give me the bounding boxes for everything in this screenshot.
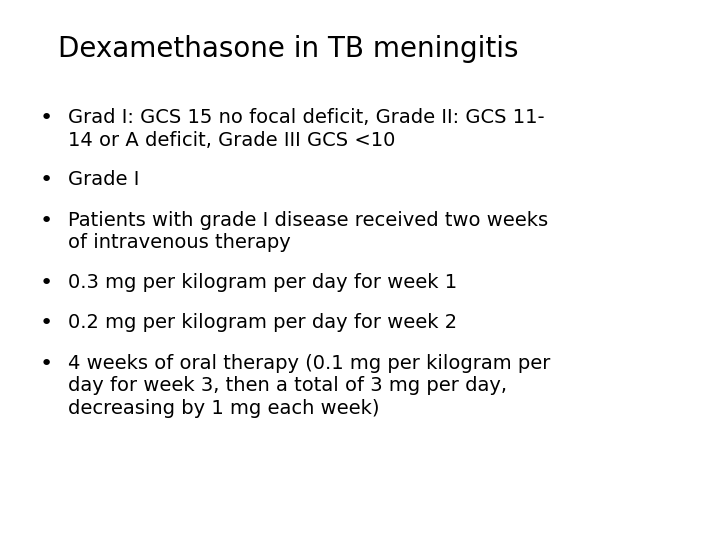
- Text: 4 weeks of oral therapy (0.1 mg per kilogram per
day for week 3, then a total of: 4 weeks of oral therapy (0.1 mg per kilo…: [68, 354, 551, 418]
- Text: Grade I: Grade I: [68, 170, 140, 189]
- Text: •: •: [40, 108, 53, 128]
- Text: Patients with grade I disease received two weeks
of intravenous therapy: Patients with grade I disease received t…: [68, 211, 549, 252]
- Text: •: •: [40, 273, 53, 293]
- Text: •: •: [40, 354, 53, 374]
- Text: •: •: [40, 313, 53, 333]
- Text: Dexamethasone in TB meningitis: Dexamethasone in TB meningitis: [58, 35, 518, 63]
- Text: •: •: [40, 211, 53, 231]
- Text: •: •: [40, 170, 53, 190]
- Text: 0.2 mg per kilogram per day for week 2: 0.2 mg per kilogram per day for week 2: [68, 313, 457, 332]
- Text: Grad I: GCS 15 no focal deficit, Grade II: GCS 11-
14 or A deficit, Grade III GC: Grad I: GCS 15 no focal deficit, Grade I…: [68, 108, 545, 150]
- Text: 0.3 mg per kilogram per day for week 1: 0.3 mg per kilogram per day for week 1: [68, 273, 457, 292]
